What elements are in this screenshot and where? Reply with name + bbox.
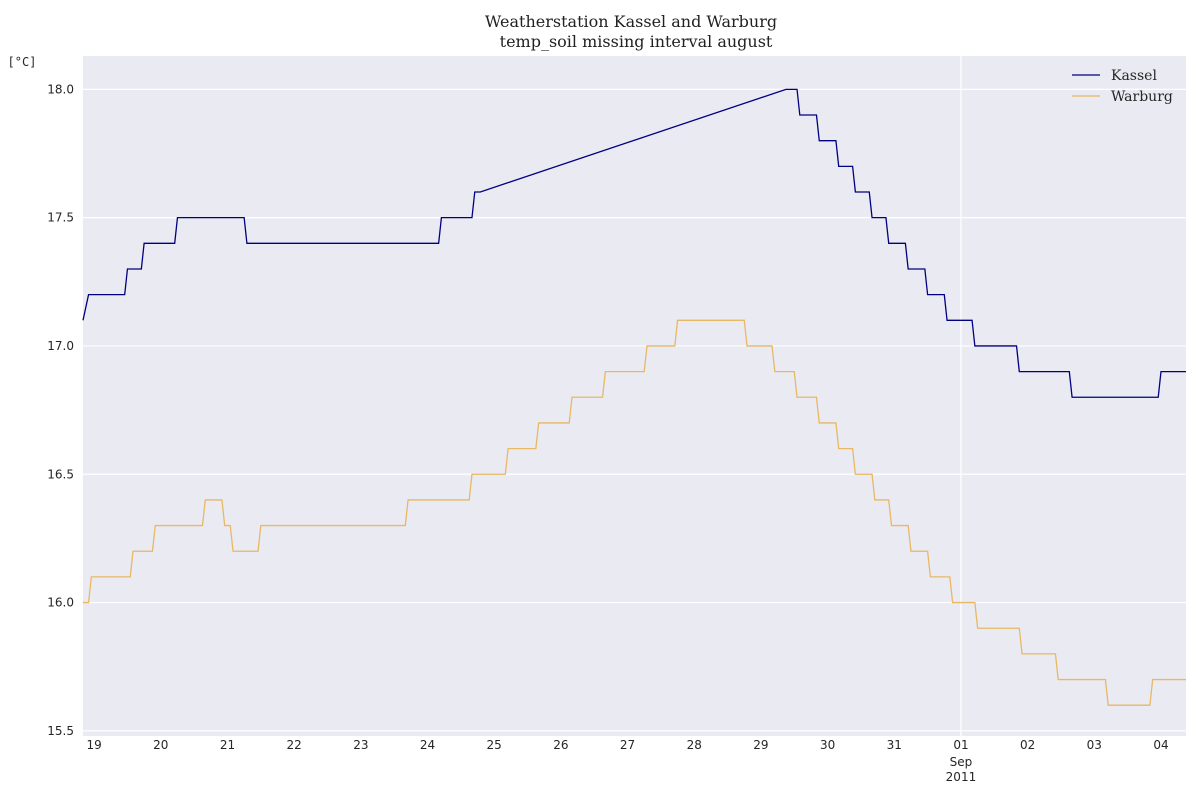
x-tick-label: 04 <box>1153 738 1168 752</box>
x-tick-label: 21 <box>220 738 235 752</box>
y-tick-label: 17.5 <box>47 211 74 225</box>
plot-area <box>83 56 1186 736</box>
chart-subtitle: temp_soil missing interval august <box>500 32 773 51</box>
y-gridlines <box>83 88 1186 732</box>
y-tick-label: 16.5 <box>47 467 74 481</box>
y-axis-unit-label: [°C] <box>8 55 37 69</box>
x-tick-label: 31 <box>887 738 902 752</box>
x-tick-label: 28 <box>687 738 702 752</box>
x-tick-label: 01 <box>953 738 968 752</box>
chart-title: Weatherstation Kassel and Warburg <box>485 12 777 31</box>
x-tick-label: 25 <box>487 738 502 752</box>
x-tick-label-month: Sep <box>950 755 973 769</box>
x-tick-label: 29 <box>753 738 768 752</box>
x-tick-label: 19 <box>86 738 101 752</box>
y-tick-labels: 15.5 16.0 16.5 17.0 17.5 18.0 <box>47 82 74 738</box>
x-tick-label: 30 <box>820 738 835 752</box>
y-tick-label: 16.0 <box>47 596 74 610</box>
legend-label-kassel: Kassel <box>1111 68 1157 84</box>
y-tick-label: 15.5 <box>47 724 74 738</box>
x-tick-label-year: 2011 <box>946 770 977 784</box>
x-tick-label: 22 <box>287 738 302 752</box>
x-tick-label: 02 <box>1020 738 1035 752</box>
series-line-kassel <box>82 88 1186 398</box>
x-tick-label: 20 <box>153 738 168 752</box>
y-tick-label: 17.0 <box>47 339 74 353</box>
y-tick-label: 18.0 <box>47 82 74 96</box>
legend: Kassel Warburg <box>1072 68 1173 105</box>
series-line-warburg <box>83 319 1186 706</box>
x-tick-label: 03 <box>1087 738 1102 752</box>
legend-label-warburg: Warburg <box>1111 89 1173 105</box>
x-tick-label: 26 <box>553 738 568 752</box>
x-tick-label: 24 <box>420 738 435 752</box>
x-tick-label: 23 <box>353 738 368 752</box>
x-tick-label: 27 <box>620 738 635 752</box>
series-layer <box>82 88 1186 706</box>
